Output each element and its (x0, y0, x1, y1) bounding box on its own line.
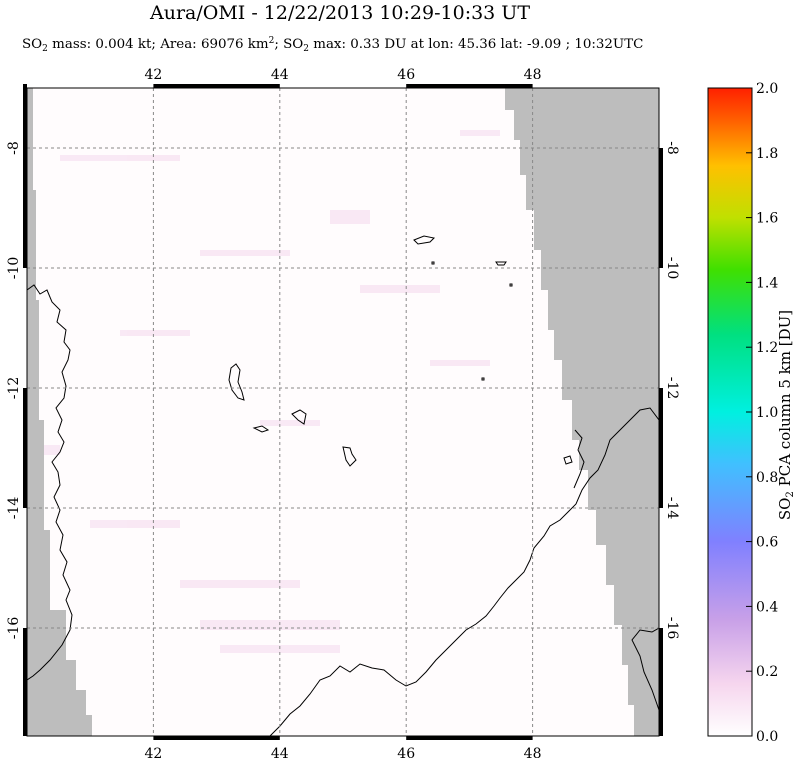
small-islet-2 (495, 261, 507, 266)
lon-label-bottom: 44 (271, 746, 289, 759)
no-data-left (27, 88, 92, 736)
mayotte (342, 446, 357, 467)
madagascar-coastline (269, 407, 659, 736)
lat-label-right: -8 (664, 141, 680, 155)
map-title: Aura/OMI - 12/22/2013 10:29-10:33 UT (149, 2, 530, 24)
lat-label-right: -16 (664, 617, 680, 640)
lon-label-bottom: 42 (144, 746, 162, 759)
lat-label-right: -10 (664, 257, 680, 280)
lon-label-top: 46 (397, 67, 415, 83)
colorbar-tick-label: 1.8 (756, 146, 778, 162)
colorbar-ticks (746, 87, 752, 737)
frame-bar-bottom (153, 736, 280, 740)
africa-coastline (27, 284, 73, 681)
lon-label-bottom: 48 (524, 746, 542, 759)
lat-label-right: -12 (664, 377, 680, 400)
frame-bar-right (659, 628, 663, 736)
nosy-be (563, 455, 573, 465)
lat-label-left: -12 (6, 377, 22, 400)
small-islet-3 (509, 283, 513, 287)
lon-label-top: 42 (144, 67, 162, 83)
small-islet-1 (431, 261, 435, 265)
frame-bar-right (659, 148, 663, 268)
frame-bar-right (659, 388, 663, 508)
madagascar-inner-coast (573, 429, 585, 489)
frame-bar-top (406, 84, 533, 88)
frame-bar-left (23, 628, 27, 736)
colorbar-tick-label: 0.8 (756, 470, 778, 486)
colorbar-tick-label: 0.2 (756, 664, 778, 680)
colorbar-tick-label: 1.4 (756, 275, 778, 291)
frame-bar-left (23, 388, 27, 508)
frame-bar-top (153, 84, 280, 88)
lon-label-top: 44 (271, 67, 289, 83)
aldabra (413, 235, 436, 245)
frame-bar-bottom (406, 736, 533, 740)
lat-label-left: -8 (6, 141, 22, 155)
small-islet-4 (481, 377, 485, 381)
lat-label-left: -14 (6, 497, 22, 520)
colorbar-tick-label: 1.2 (756, 340, 778, 356)
colorbar-tick-label: 0.0 (756, 729, 778, 745)
lon-label-bottom: 46 (397, 746, 415, 759)
lat-label-left: -10 (6, 257, 22, 280)
lon-label-top: 48 (524, 67, 542, 83)
graticule (27, 88, 659, 736)
map-subtitle: SO2 mass: 0.004 kt; Area: 69076 km2; SO2… (22, 36, 644, 54)
moheli (252, 425, 270, 433)
axis-ticks (23, 84, 663, 740)
coastlines (27, 235, 659, 736)
frame-bar-left (23, 148, 27, 268)
lat-label-right: -14 (664, 497, 680, 520)
colorbar-tick-label: 1.0 (756, 405, 778, 421)
colorbar-title: SO2 PCA column 5 km [DU] (776, 309, 796, 521)
colorbar-tick-label: 0.6 (756, 535, 778, 551)
no-data-right (505, 88, 659, 736)
colorbar-tick-label: 2.0 (756, 81, 778, 97)
anjouan (291, 409, 307, 425)
colorbar-tick-label: 0.4 (756, 599, 778, 615)
frame-bar-corner (23, 84, 27, 148)
colorbar (707, 87, 753, 737)
lat-label-left: -16 (6, 617, 22, 640)
colorbar-tick-label: 1.6 (756, 211, 778, 227)
grande-comore (228, 363, 245, 401)
